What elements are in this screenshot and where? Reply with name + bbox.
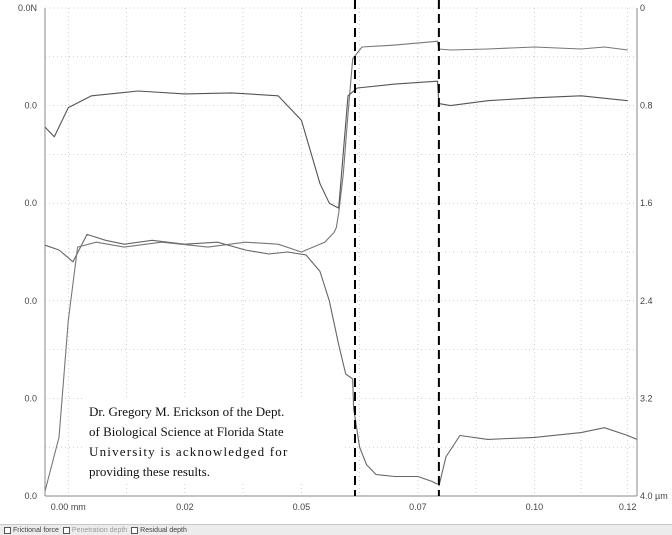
legend-item-frictional-force[interactable]: Frictional force bbox=[4, 526, 59, 534]
vertical-markers bbox=[353, 0, 440, 496]
left-tick-label: 0.0N bbox=[18, 3, 37, 13]
x-tick-label: 0.12 bbox=[619, 502, 637, 512]
legend-label: Penetration depth bbox=[71, 526, 128, 534]
acknowledgement-note: Dr. Gregory M. Erickson of the Dept. of … bbox=[85, 398, 343, 484]
series-line bbox=[438, 427, 638, 487]
legend-label: Residual depth bbox=[140, 526, 187, 534]
series-line bbox=[44, 40, 628, 492]
legend: Frictional force Penetration depth Resid… bbox=[0, 524, 672, 535]
acknowledgement-line-1: Dr. Gregory M. Erickson of the Dept. bbox=[89, 404, 285, 419]
chart-series bbox=[44, 40, 638, 492]
right-tick-label: 2.4 bbox=[640, 296, 653, 306]
chart-axes bbox=[44, 8, 638, 497]
acknowledgement-line-4: providing these results. bbox=[89, 464, 210, 479]
left-tick-label: 0.0 bbox=[24, 296, 37, 306]
series-line bbox=[44, 80, 628, 209]
checkbox-icon[interactable] bbox=[131, 526, 139, 534]
acknowledgement-line-3: University is acknowledged for bbox=[89, 444, 289, 459]
right-tick-label: 0.8 bbox=[640, 101, 653, 111]
right-tick-label: 1.6 bbox=[640, 198, 653, 208]
x-tick-label: 0.00 mm bbox=[51, 502, 86, 512]
checkbox-icon[interactable] bbox=[62, 526, 70, 534]
right-tick-label: 4.0 µm bbox=[640, 491, 668, 501]
acknowledgement-line-2: of Biological Science at Florida State bbox=[89, 424, 284, 439]
legend-item-residual-depth[interactable]: Residual depth bbox=[131, 526, 187, 534]
checkbox-icon[interactable] bbox=[4, 526, 11, 534]
legend-label: Frictional force bbox=[13, 526, 59, 534]
series-line bbox=[44, 233, 438, 485]
legend-item-penetration-depth[interactable]: Penetration depth bbox=[62, 526, 128, 534]
left-tick-label: 0.0 bbox=[24, 491, 37, 501]
right-tick-label: 0 bbox=[640, 3, 645, 13]
tick-labels: 0.00 mm 0.02 0.05 0.07 0.10 0.12 0.0N 0.0 0.0 0.0… bbox=[18, 3, 668, 512]
x-tick-label: 0.07 bbox=[409, 502, 427, 512]
left-tick-label: 0.0 bbox=[24, 393, 37, 403]
x-tick-label: 0.02 bbox=[176, 502, 194, 512]
x-tick-label: 0.10 bbox=[526, 502, 544, 512]
right-tick-label: 3.2 bbox=[640, 393, 653, 403]
x-tick-label: 0.05 bbox=[293, 502, 311, 512]
left-tick-label: 0.0 bbox=[24, 101, 37, 111]
left-tick-label: 0.0 bbox=[24, 198, 37, 208]
